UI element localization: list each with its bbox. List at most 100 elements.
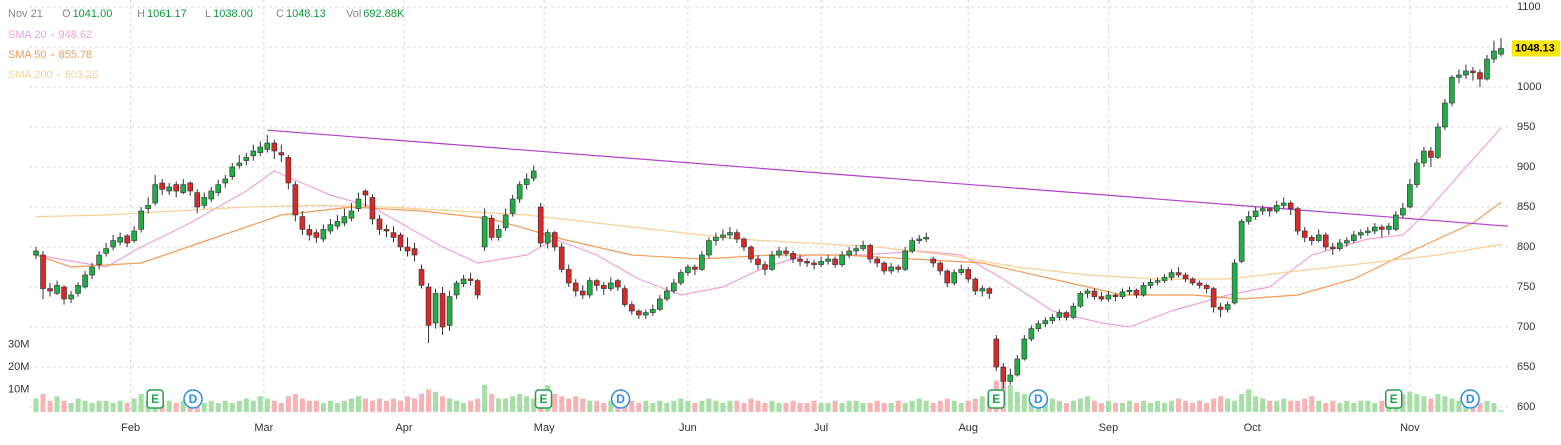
candle-body [1203, 285, 1210, 289]
volume-bar [825, 403, 831, 412]
volume-bar [1155, 400, 1161, 412]
candle-body [1491, 50, 1497, 60]
y-tick-label: 950 [1517, 121, 1535, 133]
candle-body [965, 269, 972, 280]
event-label: E [1390, 392, 1398, 406]
candle-body [544, 232, 551, 244]
volume-bar [419, 394, 425, 412]
volume-bar [222, 400, 228, 412]
candle-body [650, 309, 656, 313]
volume-bar [832, 400, 838, 412]
x-tick-label: Nov [1400, 422, 1420, 434]
volume-tick-label: 10M [8, 383, 29, 395]
candle-body [797, 258, 803, 262]
header-field-value: 1038.00 [213, 8, 253, 20]
candle-body [1112, 294, 1119, 297]
volume-bar [208, 400, 214, 412]
candle-body [313, 232, 320, 238]
candle-body [166, 186, 172, 192]
volume-bar [594, 400, 600, 412]
volume-bar [278, 403, 284, 412]
candle-body [1259, 208, 1266, 212]
candle-body [180, 184, 187, 193]
x-tick-label: May [534, 422, 555, 434]
volume-bar [1330, 400, 1336, 412]
candle-body [1252, 210, 1259, 217]
volume-bar [580, 398, 586, 412]
candle-body [187, 182, 194, 192]
candle-body [1421, 150, 1427, 164]
candle-body [1098, 296, 1105, 300]
volume-bar [1077, 398, 1083, 412]
header-field-value: 1048.13 [286, 8, 326, 20]
candle-body [369, 197, 376, 220]
volume-bar [398, 400, 404, 412]
candle-body [327, 224, 334, 232]
candle-body [299, 216, 306, 230]
volume-bar [383, 400, 389, 412]
candle-body [622, 288, 628, 305]
candle-body [362, 190, 369, 196]
candle-body [1435, 126, 1441, 158]
x-tick-label: Oct [1244, 422, 1261, 434]
volume-bar [965, 400, 971, 412]
volume-bar [1126, 400, 1132, 412]
candle-body [82, 274, 88, 288]
candle-body [909, 240, 915, 252]
volume-bar [82, 400, 88, 412]
volume-bar [776, 403, 782, 412]
volume-bar [292, 394, 298, 412]
candle-body [1224, 304, 1231, 310]
candle-body [1414, 162, 1420, 185]
sma-legend-name: SMA 200 [8, 69, 53, 81]
candle-body [748, 246, 754, 260]
volume-bar [1211, 398, 1217, 412]
volume-tick-label: 30M [8, 338, 29, 350]
volume-bar [1253, 396, 1259, 412]
sma-legend-value: 948.62 [59, 29, 93, 41]
candle-body [1301, 230, 1308, 238]
volume-bar [1112, 403, 1118, 412]
candle-body [600, 285, 607, 289]
candle-body [75, 285, 81, 294]
volume-bar [75, 398, 81, 412]
volume-bar [706, 398, 712, 412]
candle-body [1287, 202, 1294, 209]
volume-bar [447, 398, 453, 412]
candle-body [685, 266, 691, 273]
x-tick-label: Jun [679, 422, 697, 434]
candle-body [61, 286, 67, 300]
volume-bar [636, 403, 642, 412]
candle-body [68, 294, 74, 300]
candle-body [572, 282, 579, 292]
volume-bar [1442, 396, 1448, 412]
candle-body [1245, 216, 1252, 222]
candle-body [1210, 288, 1217, 308]
candle-body [432, 293, 439, 324]
legend-separator [57, 74, 60, 76]
volume-bar [299, 398, 305, 412]
candle-body [54, 285, 60, 294]
volume-bar [1295, 400, 1301, 412]
volume-bar [811, 400, 817, 412]
candle-body [215, 184, 222, 193]
sma-legend-name: SMA 20 [8, 29, 47, 41]
volume-bar [306, 400, 312, 412]
volume-bar [1288, 400, 1294, 412]
volume-bar [180, 400, 186, 412]
candle-body [958, 269, 965, 273]
candle-body [1315, 234, 1322, 241]
volume-bar [1091, 400, 1097, 412]
candle-body [1021, 338, 1028, 360]
candle-body [348, 210, 355, 219]
candle-body [1056, 312, 1063, 318]
candle-body [1470, 70, 1476, 73]
volume-bar [320, 403, 326, 412]
candle-body [1084, 290, 1091, 294]
legend-separator [51, 54, 54, 56]
volume-bar [566, 398, 572, 412]
volume-bar [524, 396, 530, 412]
legend-separator [51, 34, 54, 36]
volume-bar [124, 403, 130, 412]
event-marker [1460, 389, 1480, 409]
